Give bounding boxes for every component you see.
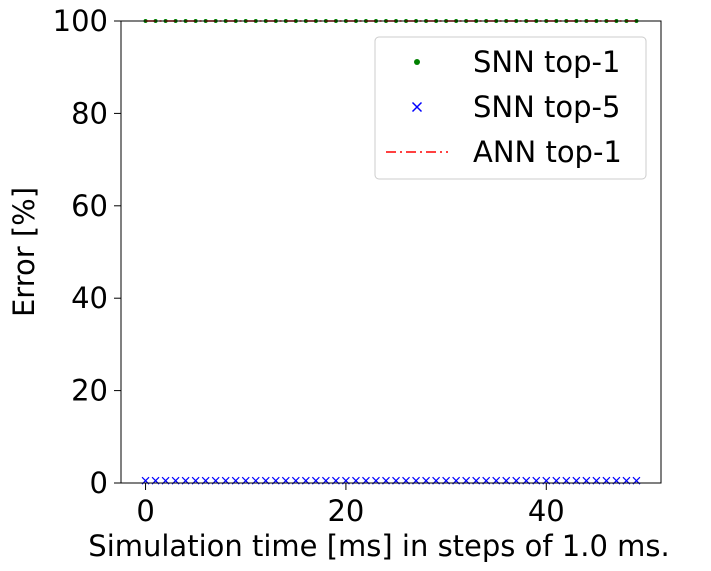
legend-label: SNN top-5	[473, 90, 620, 124]
y-axis-label: Error [%]	[7, 187, 41, 317]
legend-swatch	[411, 101, 423, 113]
x-tick-label: 20	[327, 494, 364, 528]
y-tick-label: 100	[53, 4, 108, 38]
x-tick-label: 40	[528, 494, 565, 528]
legend-swatch	[414, 59, 420, 65]
legend-label: ANN top-1	[473, 135, 622, 169]
x-axis-ticks: 0 20 40	[136, 483, 565, 528]
x-axis-label: Simulation time [ms] in steps of 1.0 ms.	[88, 529, 669, 563]
y-tick-label: 40	[71, 281, 108, 315]
y-tick-label: 0	[90, 466, 108, 500]
legend-item: SNN top-5	[411, 90, 620, 124]
y-tick-label: 60	[71, 189, 108, 223]
axes-frame	[120, 20, 662, 484]
legend: SNN top-1 SNN top-5 ANN top-1	[374, 36, 647, 180]
y-axis-ticks: 0 20 40 60 80 100	[53, 4, 121, 500]
legend-box	[374, 36, 647, 180]
legend-label: SNN top-1	[473, 45, 620, 79]
legend-item: ANN top-1	[386, 135, 622, 169]
legend-item: SNN top-1	[414, 45, 620, 79]
x-tick-label: 0	[136, 494, 154, 528]
y-tick-label: 20	[71, 374, 108, 408]
y-tick-label: 80	[71, 96, 108, 130]
